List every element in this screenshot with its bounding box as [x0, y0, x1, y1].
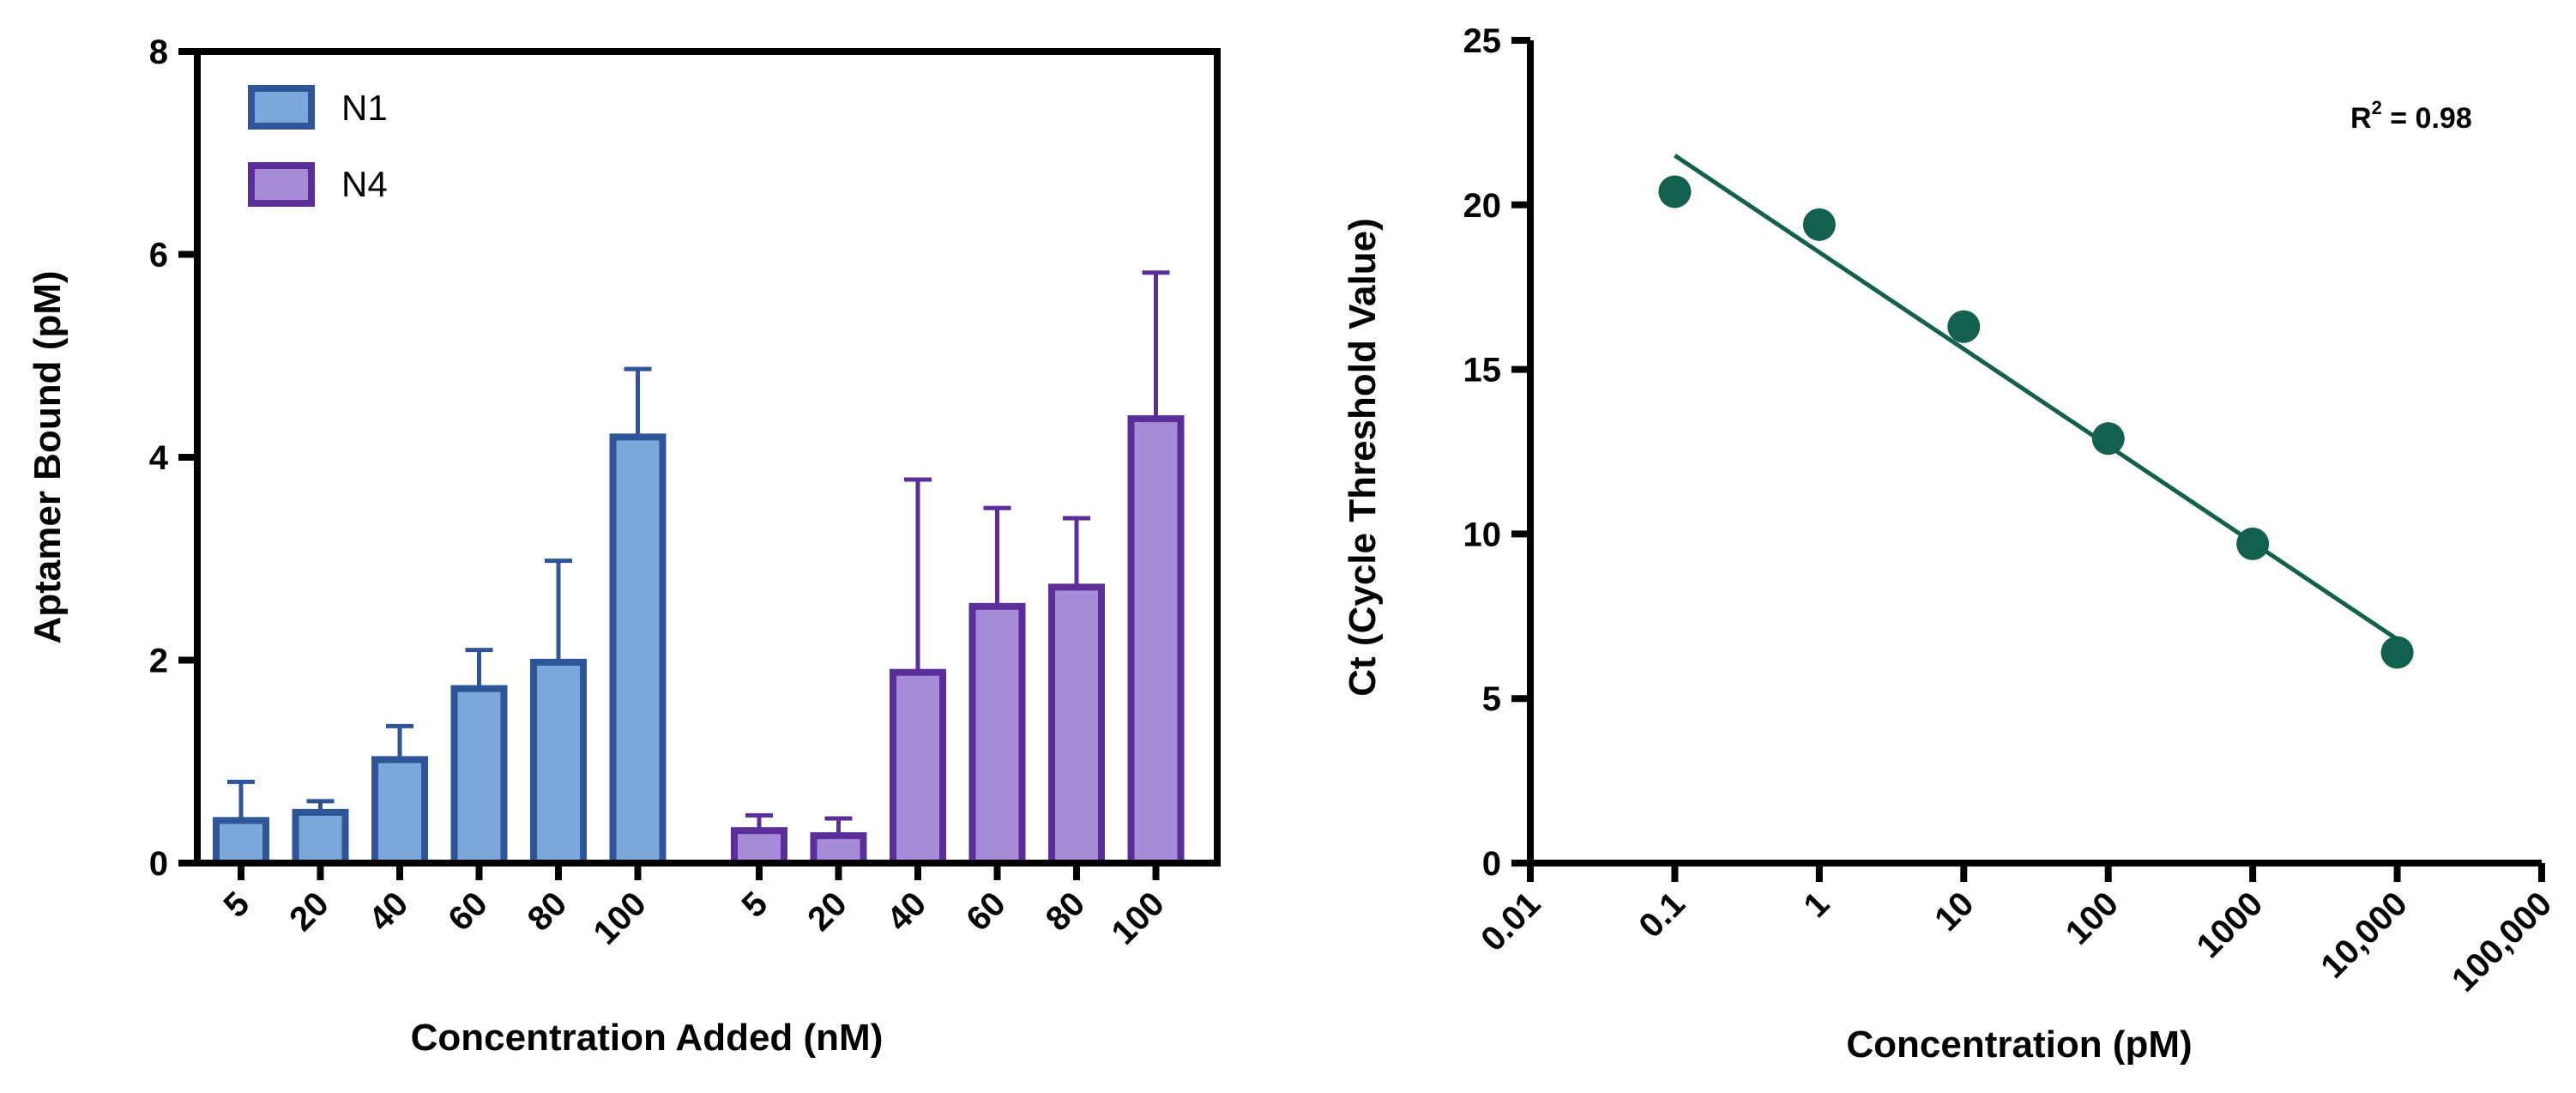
scatter-x-tick-label: 10,000: [2314, 885, 2415, 986]
scatter-y-tick-label: 20: [1463, 187, 1502, 225]
bar-chart-y-axis-title: Aptamer Bound (pM): [27, 270, 69, 643]
scatter-x-tick-label: 100,000: [2445, 885, 2559, 999]
bar-y-tick-label: 8: [149, 33, 168, 71]
scatter-point: [2236, 527, 2270, 560]
bar-chart-y-ticks: 0 2 4 6 8: [149, 33, 197, 883]
bar-y-tick-label: 2: [149, 643, 168, 680]
legend-label-n4: N4: [341, 164, 388, 204]
bar-x-tick-label: 60: [441, 885, 495, 939]
bar-chart-legend: N1 N4: [248, 85, 388, 207]
legend-label-n1: N1: [341, 88, 388, 128]
bar-x-tick-label: 100: [1105, 885, 1172, 951]
scatter-chart-y-axis-title: Ct (Cycle Threshold Value): [1342, 218, 1384, 696]
bar-x-tick-label: 20: [800, 885, 854, 939]
scatter-point: [1947, 310, 1981, 343]
scatter-x-tick-label: 10: [1927, 885, 1982, 939]
bar-n4-60: [968, 602, 1026, 867]
scatter-x-tick-label: 0.1: [1632, 885, 1692, 945]
scatter-y-tick-label: 5: [1482, 680, 1501, 718]
scatter-point: [2091, 422, 2125, 456]
bar-y-tick-label: 4: [149, 439, 169, 477]
bar-n1-5: [213, 817, 269, 867]
bar-chart-x-ticks: 5 20 40 60 80 100 5 20 40 60 80 100: [217, 863, 1172, 952]
bar-n4-100: [1127, 415, 1185, 867]
bar-y-tick-label: 6: [149, 237, 168, 275]
scatter-y-tick-label: 15: [1463, 352, 1502, 389]
bar-x-tick-label: 80: [521, 885, 575, 939]
bar-x-tick-label: 40: [880, 885, 934, 939]
bar-n4-5: [731, 827, 787, 867]
legend-swatch-n4: [248, 162, 315, 207]
bar-x-tick-label: 100: [587, 885, 654, 951]
scatter-chart-x-ticks: 0.01 0.1 1 10 100 1000 10,000 100,000: [1474, 863, 2559, 999]
bar-x-tick-label: 40: [362, 885, 416, 939]
bar-n1-100: [609, 433, 667, 867]
bar-n4-80: [1048, 583, 1105, 867]
bar-chart-marks: [213, 270, 1185, 867]
scatter-point: [2380, 636, 2414, 669]
regression-line: [1674, 154, 2398, 642]
scatter-x-tick-label: 100: [2059, 885, 2126, 951]
scatter-y-tick-label: 10: [1463, 516, 1502, 553]
r-squared-value: = 0.98: [2382, 102, 2472, 135]
bar-chart-x-axis-title: Concentration Added (nM): [411, 1017, 884, 1059]
bar-n1-80: [530, 658, 587, 867]
r-squared-base: R: [2350, 102, 2372, 135]
scatter-y-tick-label: 0: [1482, 845, 1501, 883]
bar-x-tick-label: 20: [282, 885, 336, 939]
r-squared-superscript: 2: [2372, 97, 2382, 118]
r-squared-annotation: R2 = 0.98: [2350, 97, 2472, 135]
scatter-chart: 0 5 10 15 20 25 0.01 0.1 1 10 100 1000 10,000 100,00…: [1342, 22, 2559, 1066]
bar-n1-20: [292, 808, 349, 867]
scatter-point: [1802, 208, 1836, 241]
bar-x-tick-label: 60: [959, 885, 1013, 939]
bar-n4-20: [810, 832, 867, 867]
scatter-chart-x-axis-title: Concentration (pM): [1846, 1024, 2192, 1066]
bar-n4-40: [890, 668, 946, 867]
scatter-point: [1658, 175, 1692, 208]
bar-x-tick-label: 5: [217, 885, 257, 925]
scatter-chart-y-ticks: 0 5 10 15 20 25: [1463, 22, 1530, 883]
bar-n1-60: [450, 685, 508, 867]
bar-x-tick-label: 5: [735, 885, 775, 925]
scatter-y-tick-label: 25: [1463, 22, 1502, 60]
scatter-x-tick-label: 1: [1796, 885, 1837, 925]
scatter-chart-marks: [1658, 154, 2414, 669]
legend-swatch-n1: [248, 85, 315, 130]
bar-y-tick-label: 0: [149, 845, 168, 883]
scatter-x-tick-label: 0.01: [1474, 885, 1547, 958]
scatter-x-tick-label: 1000: [2189, 885, 2270, 965]
bar-x-tick-label: 80: [1039, 885, 1093, 939]
bar-n1-40: [371, 756, 428, 867]
